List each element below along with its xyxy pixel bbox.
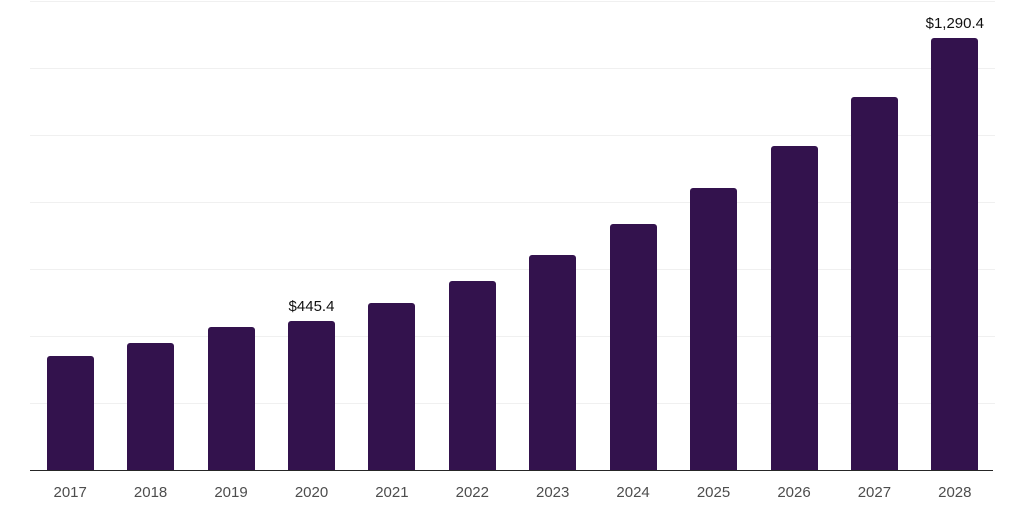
x-tick-2020: 2020 <box>294 484 329 501</box>
bar-2018[interactable] <box>127 342 175 470</box>
bar-2025[interactable] <box>690 188 737 470</box>
value-label-2020: $445.4 <box>288 297 335 315</box>
x-tick-2021: 2021 <box>375 484 409 501</box>
x-tick-2027: 2027 <box>857 484 892 501</box>
gridline-800 <box>30 202 995 203</box>
x-tick-2018: 2018 <box>133 484 168 501</box>
x-tick-2026: 2026 <box>777 484 811 501</box>
gridline-600 <box>30 269 995 270</box>
gridline-1400 <box>30 1 995 2</box>
x-tick-2024: 2024 <box>616 484 650 501</box>
x-tick-2017: 2017 <box>53 484 87 501</box>
x-axis: 2017 2018 2019 2020 2021 2022 2023 2024 2025 2026… <box>30 484 995 504</box>
gridline-400 <box>30 336 995 337</box>
bar-2028[interactable] <box>931 37 979 470</box>
gridline-1000 <box>30 135 995 136</box>
bar-2022[interactable] <box>448 280 496 470</box>
bar-2026[interactable] <box>770 145 818 470</box>
x-tick-2022: 2022 <box>455 484 489 501</box>
bar-2017[interactable] <box>46 356 94 470</box>
plot-area: $445.4 $1,290.4 <box>30 0 995 471</box>
gridline-200 <box>30 403 995 404</box>
x-tick-2028: 2028 <box>938 484 972 501</box>
bar-2020[interactable] <box>288 320 335 470</box>
x-tick-2019: 2019 <box>214 484 248 501</box>
bar-2027[interactable] <box>850 96 898 470</box>
x-tick-2025: 2025 <box>696 484 731 501</box>
bar-2019[interactable] <box>207 327 255 470</box>
x-tick-2023: 2023 <box>536 484 570 501</box>
value-label-2028: $1,290.4 <box>925 14 984 32</box>
bar-2024[interactable] <box>609 224 657 470</box>
x-axis-line <box>30 469 993 471</box>
gridline-1200 <box>30 68 995 69</box>
bar-2023[interactable] <box>529 254 577 470</box>
bar-2021[interactable] <box>368 303 416 470</box>
